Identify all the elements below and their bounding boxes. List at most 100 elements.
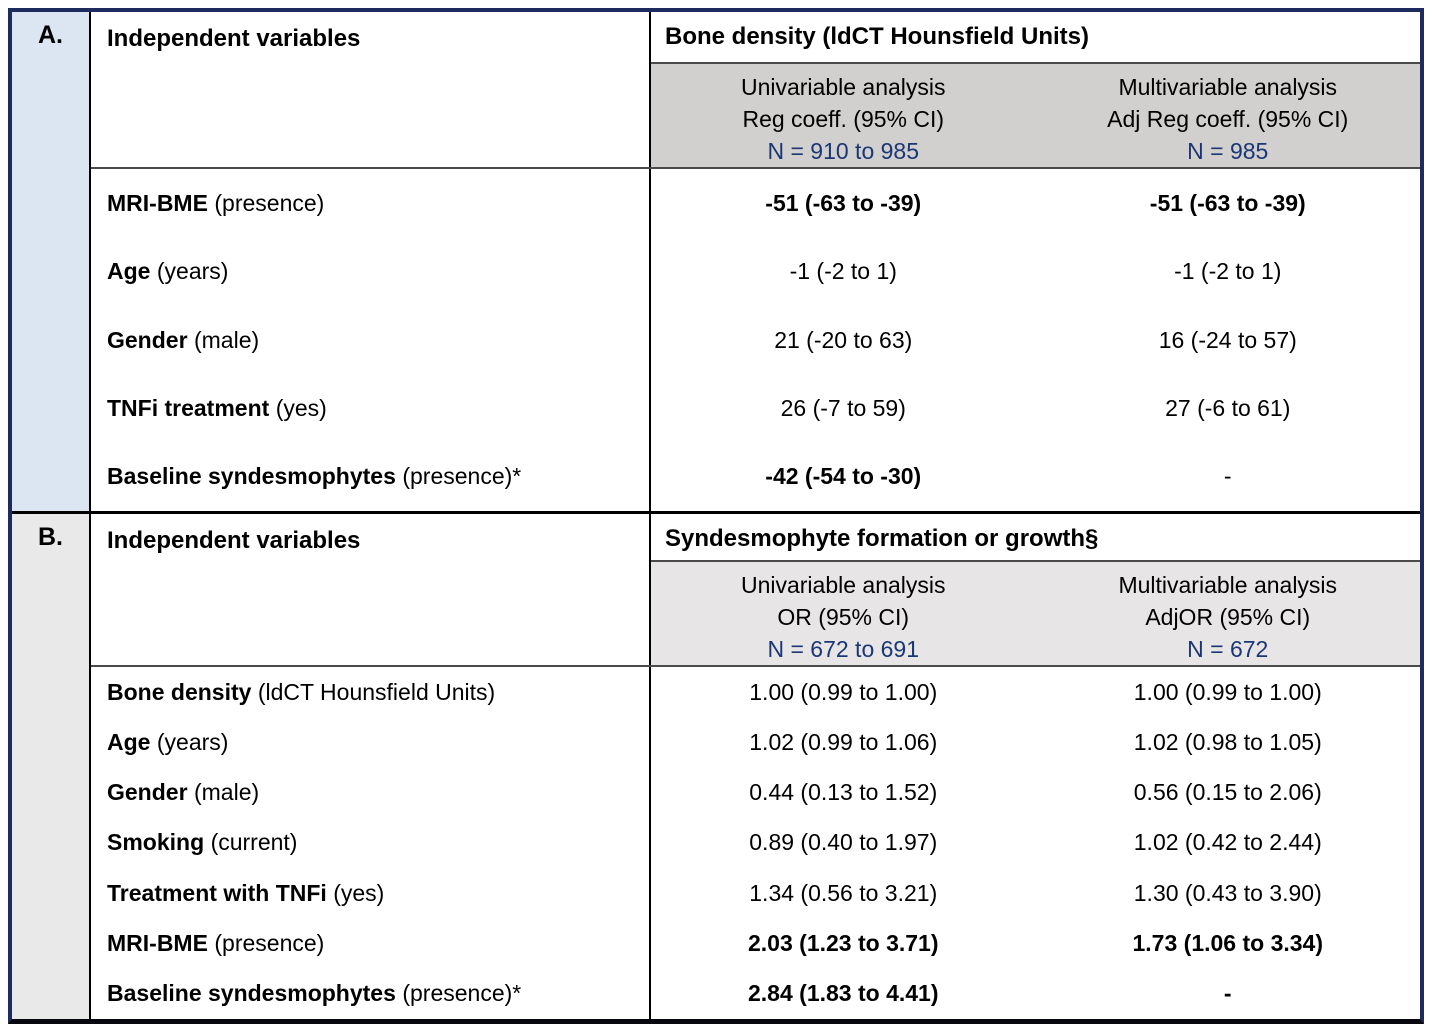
panel-b-header: Independent variables Syndesmophyte form… bbox=[91, 514, 1420, 667]
variable-name: Smoking bbox=[107, 829, 205, 856]
table-row: Age (years) -1 (-2 to 1) -1 (-2 to 1) bbox=[91, 237, 1420, 306]
multivariable-value: 16 (-24 to 57) bbox=[1158, 326, 1297, 353]
panel-a-independent-variables-header: Independent variables bbox=[91, 12, 651, 167]
panel-b: B. Independent variables Syndesmophyte f… bbox=[12, 511, 1420, 1019]
multivariable-value: -51 (-63 to -39) bbox=[1149, 189, 1306, 216]
variable-qualifier: (presence) bbox=[214, 930, 325, 957]
row-label: Age (years) bbox=[91, 717, 651, 768]
panel-b-rows: Bone density (ldCT Hounsfield Units) 1.00… bbox=[91, 667, 1420, 1019]
panel-b-subheader: Univariable analysis OR (95% CI) N = 672… bbox=[651, 562, 1420, 665]
column-title: Multivariable analysis bbox=[1118, 572, 1338, 598]
panel-a-univariable-column-header: Univariable analysis Reg coeff. (95% CI)… bbox=[651, 64, 1036, 167]
column-title: Multivariable analysis bbox=[1118, 74, 1338, 100]
panel-b-id-cell: B. bbox=[12, 514, 91, 1019]
variable-name: Baseline syndesmophytes bbox=[107, 980, 396, 1007]
univariable-value: 21 (-20 to 63) bbox=[774, 326, 913, 353]
panel-b-label: B. bbox=[38, 523, 63, 551]
variable-name: Gender bbox=[107, 779, 188, 806]
univariable-value: -42 (-54 to -30) bbox=[765, 463, 922, 490]
table-row: Baseline syndesmophytes (presence)* 2.84 … bbox=[91, 968, 1420, 1019]
column-title: Univariable analysis bbox=[740, 74, 946, 100]
column-measure: AdjOR (95% CI) bbox=[1145, 604, 1311, 630]
panel-b-outcome-title: Syndesmophyte formation or growth§ bbox=[651, 514, 1420, 562]
variable-name: Age bbox=[107, 258, 151, 285]
panel-a-id-cell: A. bbox=[12, 12, 91, 511]
row-label: MRI-BME (presence) bbox=[91, 918, 651, 969]
column-measure: Adj Reg coeff. (95% CI) bbox=[1107, 106, 1349, 132]
table-frame: A. Independent variables Bone density (l… bbox=[8, 8, 1424, 1024]
panel-a-label: A. bbox=[38, 21, 63, 49]
row-label: Age (years) bbox=[91, 237, 651, 306]
univariable-value: 26 (-7 to 59) bbox=[780, 394, 906, 421]
variable-name: MRI-BME bbox=[107, 930, 208, 957]
table-row: TNFi treatment (yes) 26 (-7 to 59) 27 (-6… bbox=[91, 374, 1420, 443]
panel-b-outcome-block: Syndesmophyte formation or growth§ Univa… bbox=[651, 514, 1420, 665]
table-row: Gender (male) 0.44 (0.13 to 1.52) 0.56 (0… bbox=[91, 767, 1420, 818]
multivariable-value: 0.56 (0.15 to 2.06) bbox=[1133, 779, 1322, 806]
table-row: Gender (male) 21 (-20 to 63) 16 (-24 to 5… bbox=[91, 305, 1420, 375]
row-label: Baseline syndesmophytes (presence)* bbox=[91, 442, 651, 512]
univariable-value: -51 (-63 to -39) bbox=[765, 189, 922, 216]
variable-name: Baseline syndesmophytes bbox=[107, 463, 396, 490]
column-n: N = 985 bbox=[1187, 138, 1269, 164]
variable-qualifier: (ldCT Hounsfield Units) bbox=[257, 678, 496, 705]
variable-qualifier: (years) bbox=[156, 728, 229, 755]
univariable-value: 1.02 (0.99 to 1.06) bbox=[749, 728, 938, 755]
panel-a-outcome-title: Bone density (ldCT Hounsfield Units) bbox=[651, 12, 1420, 64]
univariable-value: 2.03 (1.23 to 3.71) bbox=[748, 930, 939, 957]
variable-qualifier: (current) bbox=[210, 829, 298, 856]
panel-a-header: Independent variables Bone density (ldCT… bbox=[91, 12, 1420, 169]
variable-qualifier: (presence)* bbox=[402, 980, 522, 1007]
table-row: Baseline syndesmophytes (presence)* -42 (… bbox=[91, 442, 1420, 512]
univariable-value: -1 (-2 to 1) bbox=[789, 258, 897, 285]
variable-qualifier: (yes) bbox=[275, 394, 327, 421]
variable-qualifier: (yes) bbox=[333, 879, 385, 906]
row-label: TNFi treatment (yes) bbox=[91, 374, 651, 443]
univariable-value: 2.84 (1.83 to 4.41) bbox=[748, 980, 939, 1007]
panel-a-subheader: Univariable analysis Reg coeff. (95% CI)… bbox=[651, 64, 1420, 167]
univariable-value: 0.44 (0.13 to 1.52) bbox=[749, 779, 938, 806]
variable-qualifier: (male) bbox=[193, 779, 260, 806]
panel-a-outcome-block: Bone density (ldCT Hounsfield Units) Uni… bbox=[651, 12, 1420, 167]
univariable-value: 0.89 (0.40 to 1.97) bbox=[749, 829, 938, 856]
variable-name: MRI-BME bbox=[107, 189, 208, 216]
row-label: Bone density (ldCT Hounsfield Units) bbox=[91, 667, 651, 718]
multivariable-value: 1.02 (0.42 to 2.44) bbox=[1133, 829, 1322, 856]
panel-a-multivariable-column-header: Multivariable analysis Adj Reg coeff. (9… bbox=[1036, 64, 1421, 167]
multivariable-value: - bbox=[1223, 980, 1232, 1007]
row-label: Gender (male) bbox=[91, 767, 651, 818]
multivariable-value: 1.30 (0.43 to 3.90) bbox=[1133, 879, 1322, 906]
variable-qualifier: (male) bbox=[193, 326, 260, 353]
column-n: N = 672 to 691 bbox=[767, 636, 920, 662]
variable-name: Gender bbox=[107, 326, 188, 353]
column-n: N = 910 to 985 bbox=[767, 138, 920, 164]
multivariable-value: - bbox=[1223, 463, 1232, 490]
panel-b-independent-variables-header: Independent variables bbox=[91, 514, 651, 665]
multivariable-value: 1.02 (0.98 to 1.05) bbox=[1133, 728, 1322, 755]
panel-a-content: Independent variables Bone density (ldCT… bbox=[91, 12, 1420, 512]
panel-a-rows: MRI-BME (presence) -51 (-63 to -39) -51 (… bbox=[91, 169, 1420, 512]
row-label: Smoking (current) bbox=[91, 817, 651, 869]
column-measure: OR (95% CI) bbox=[777, 604, 910, 630]
table-row: Treatment with TNFi (yes) 1.34 (0.56 to 3… bbox=[91, 868, 1420, 919]
panel-a: A. Independent variables Bone density (l… bbox=[12, 12, 1420, 512]
panel-b-multivariable-column-header: Multivariable analysis AdjOR (95% CI) N … bbox=[1036, 562, 1421, 665]
multivariable-value: 1.73 (1.06 to 3.34) bbox=[1132, 930, 1324, 957]
table-row: Bone density (ldCT Hounsfield Units) 1.00… bbox=[91, 667, 1420, 718]
variable-qualifier: (presence) bbox=[214, 189, 325, 216]
variable-name: TNFi treatment bbox=[107, 394, 270, 421]
column-n: N = 672 bbox=[1187, 636, 1269, 662]
table-row: Age (years) 1.02 (0.99 to 1.06) 1.02 (0.9… bbox=[91, 717, 1420, 768]
panel-b-content: Independent variables Syndesmophyte form… bbox=[91, 514, 1420, 1019]
variable-name: Treatment with TNFi bbox=[107, 879, 327, 906]
multivariable-value: -1 (-2 to 1) bbox=[1174, 258, 1282, 285]
table-row: Smoking (current) 0.89 (0.40 to 1.97) 1.0… bbox=[91, 817, 1420, 869]
multivariable-value: 27 (-6 to 61) bbox=[1165, 394, 1291, 421]
variable-name: Age bbox=[107, 728, 151, 755]
multivariable-value: 1.00 (0.99 to 1.00) bbox=[1133, 678, 1322, 705]
univariable-value: 1.34 (0.56 to 3.21) bbox=[749, 879, 938, 906]
row-label: MRI-BME (presence) bbox=[91, 169, 651, 238]
table-row: MRI-BME (presence) 2.03 (1.23 to 3.71) 1.… bbox=[91, 918, 1420, 969]
variable-qualifier: (presence)* bbox=[402, 463, 522, 490]
row-label: Gender (male) bbox=[91, 305, 651, 375]
